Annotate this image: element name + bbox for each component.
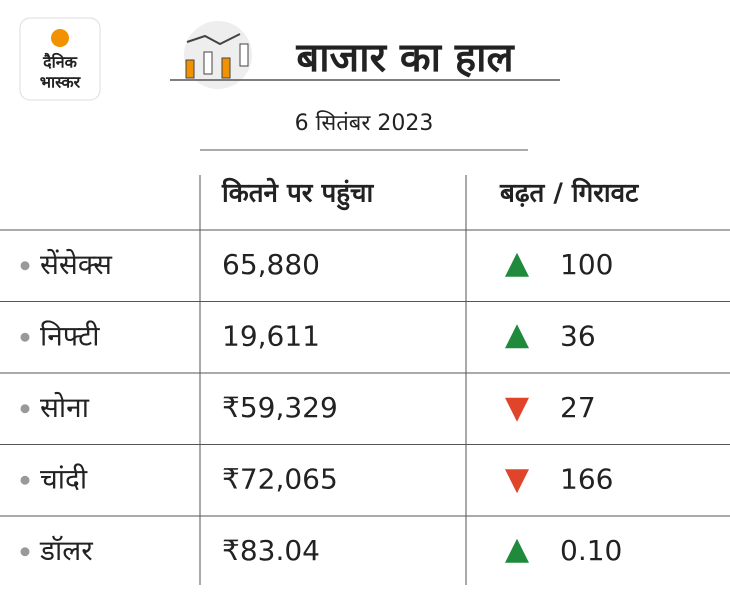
arrow-up: [505, 252, 529, 277]
arrow-up: [505, 538, 529, 563]
arrow-down: [505, 397, 529, 422]
arrow-up: [505, 324, 529, 349]
row-value: 65,880: [222, 248, 320, 281]
candle-icon: [184, 21, 252, 89]
arrow-down: [505, 469, 529, 494]
row-change: 36: [560, 319, 596, 352]
row-value: 19,611: [222, 319, 320, 352]
row-value: ₹83.04: [222, 534, 320, 567]
row-name: सोना: [40, 391, 90, 424]
row-name: सेंसेक्स: [40, 248, 113, 281]
bullet: [20, 475, 30, 485]
row-value: ₹59,329: [222, 391, 338, 424]
logo-sun: [51, 29, 69, 47]
row-change: 0.10: [560, 534, 622, 567]
row-name: चांदी: [40, 462, 88, 495]
bullet: [20, 404, 30, 414]
date: 6 सितंबर 2023: [295, 110, 434, 136]
bullet: [20, 547, 30, 557]
row-name: डॉलर: [39, 534, 93, 567]
logo-text: दैनिक: [42, 53, 78, 72]
row-name: निफ्टी: [40, 319, 100, 352]
row-value: ₹72,065: [222, 462, 338, 495]
column-header: कितने पर पहुंचा: [221, 178, 375, 211]
column-header: बढ़त / गिरावट: [499, 178, 639, 209]
row-change: 100: [560, 248, 613, 281]
title: बाजार का हाल: [295, 35, 515, 81]
bullet: [20, 332, 30, 342]
logo-text: भास्कर: [40, 73, 82, 92]
logo-box: [19, 17, 101, 101]
row-change: 27: [560, 391, 596, 424]
row-change: 166: [560, 462, 613, 495]
bullet: [20, 261, 30, 271]
